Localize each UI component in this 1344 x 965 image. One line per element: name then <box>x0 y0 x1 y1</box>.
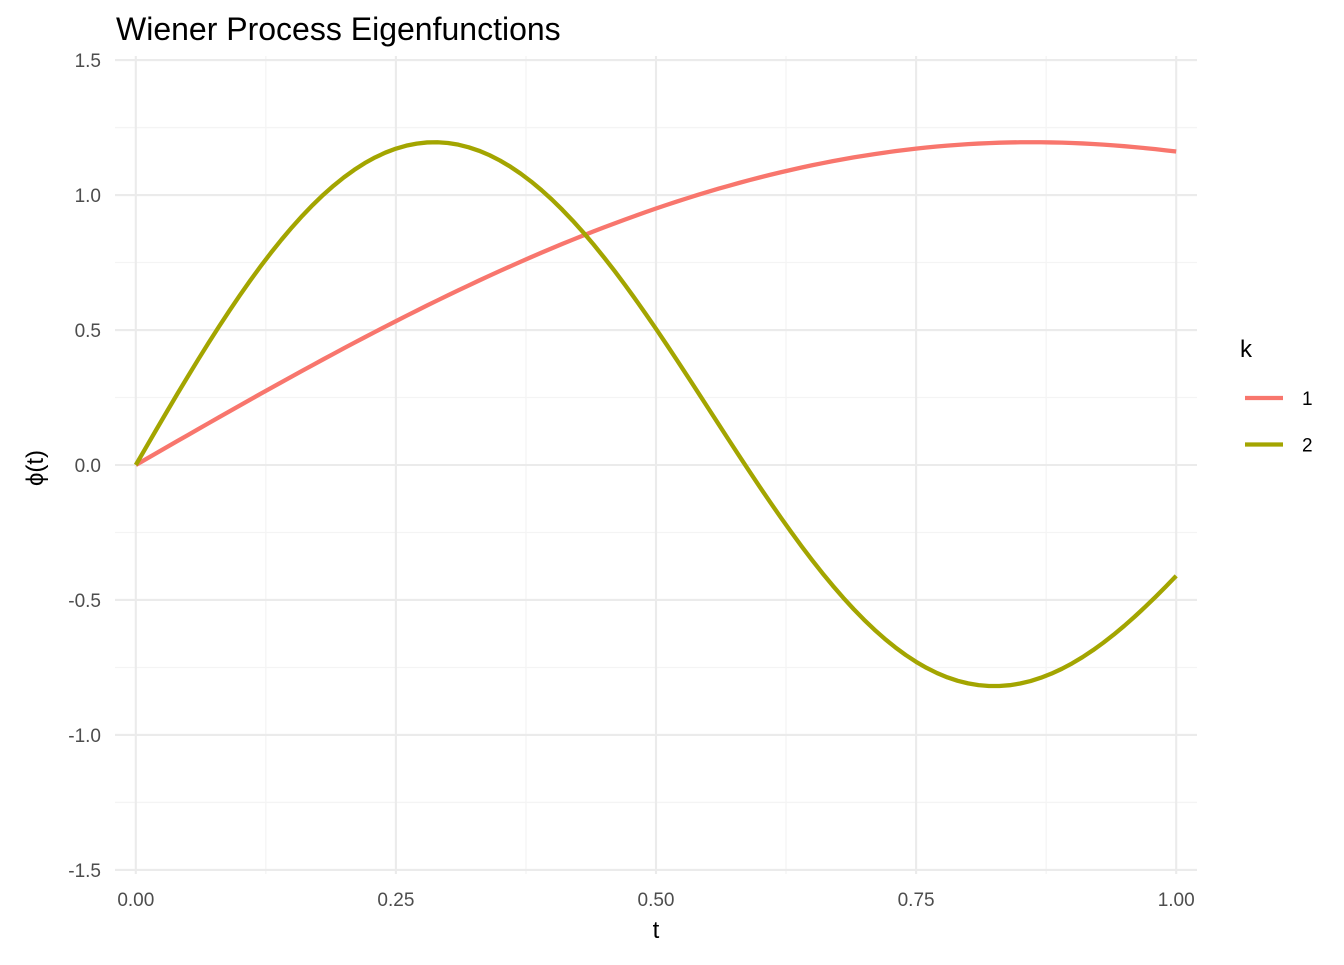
y-tick-label: 1.5 <box>75 51 101 72</box>
x-axis-title: t <box>653 917 660 944</box>
legend-items: 12 <box>1245 389 1313 457</box>
y-axis-ticks: -1.5 -1.0 -0.5 0.0 0.5 1.0 1.5 <box>68 51 101 882</box>
x-tick-label: 0.25 <box>377 890 414 911</box>
legend-label-k1: 1 <box>1302 389 1313 410</box>
y-tick-label: 0.5 <box>75 321 101 342</box>
x-tick-label: 0.00 <box>117 890 154 911</box>
y-tick-label: -1.0 <box>68 726 101 747</box>
legend-item: 2 <box>1245 436 1313 457</box>
x-tick-label: 0.75 <box>898 890 935 911</box>
y-tick-label: 0.0 <box>75 456 101 477</box>
grid-layer <box>115 56 1197 874</box>
x-tick-label: 0.50 <box>638 890 675 911</box>
series-line-k2 <box>133 140 1178 689</box>
y-tick-label: 1.0 <box>75 186 101 207</box>
series-layer <box>133 140 1178 689</box>
series-line-k1 <box>134 140 1177 467</box>
y-tick-label: -1.5 <box>68 861 101 882</box>
x-tick-label: 1.00 <box>1158 890 1195 911</box>
y-axis-title: ϕ(t) <box>22 450 49 486</box>
legend: k 12 <box>1240 336 1313 457</box>
chart-title: Wiener Process Eigenfunctions <box>116 11 561 47</box>
legend-item: 1 <box>1245 389 1313 410</box>
legend-title: k <box>1240 336 1253 363</box>
legend-label-k2: 2 <box>1302 436 1313 457</box>
y-tick-label: -0.5 <box>68 591 101 612</box>
x-axis-ticks: 0.00 0.25 0.50 0.75 1.00 <box>117 890 1194 911</box>
